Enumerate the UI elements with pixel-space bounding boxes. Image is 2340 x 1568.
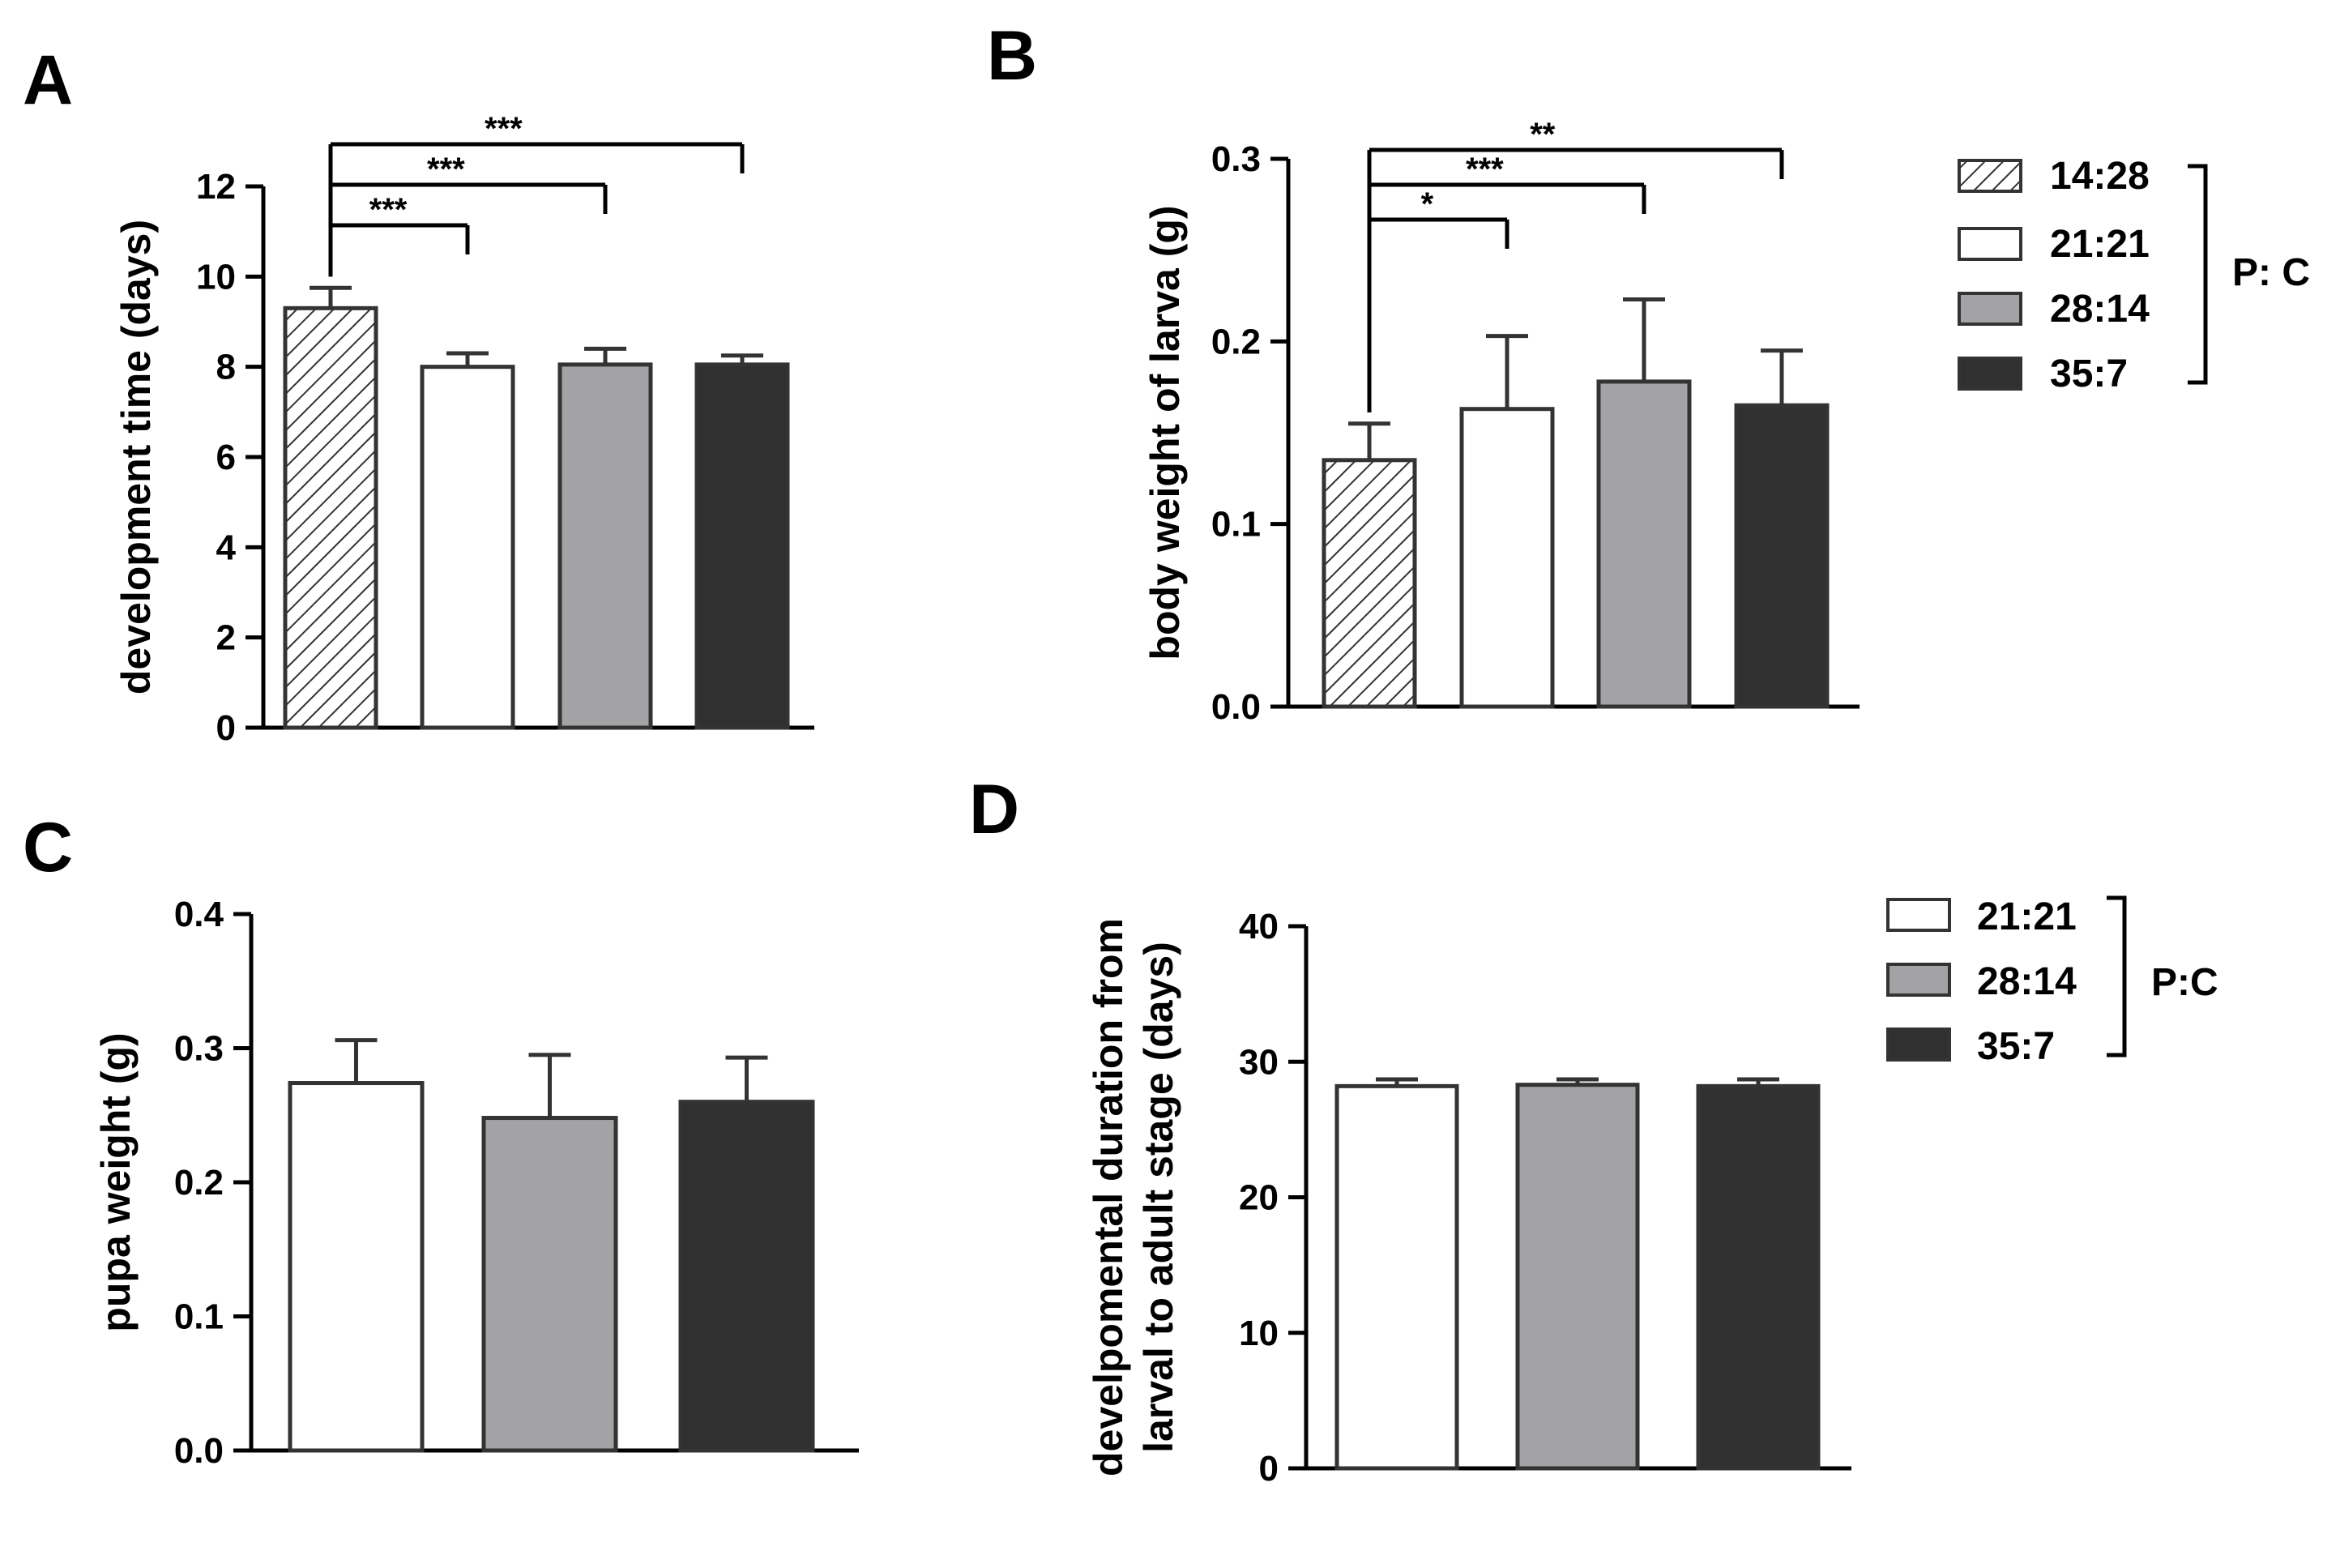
panel-letter-b: B xyxy=(987,17,1037,95)
legend-top: 14:28 21:21 28:14 35:7 P: C xyxy=(1958,155,2310,395)
y-tick-label: 0.0 xyxy=(174,1431,224,1471)
bar-28-14 xyxy=(1596,379,1692,709)
y-tick-label: 4 xyxy=(216,528,237,567)
y-tick-label: 0.2 xyxy=(1211,322,1261,361)
significance-label: *** xyxy=(369,192,408,228)
legend-bracket-label: P: C xyxy=(2232,251,2310,294)
y-tick-label: 6 xyxy=(216,438,236,477)
significance-label: *** xyxy=(485,111,523,147)
bar-21-21 xyxy=(288,1081,425,1453)
y-tick-label: 12 xyxy=(196,167,236,207)
bar-35-7 xyxy=(1696,1083,1821,1471)
y-axis-title-line: develpomental duration from xyxy=(1086,918,1131,1476)
y-tick-label: 40 xyxy=(1239,907,1279,946)
y-tick-label: 0.3 xyxy=(1211,139,1261,179)
y-axis-title: pupa weight (g) xyxy=(93,1032,139,1331)
significance-label: * xyxy=(1421,186,1434,222)
y-tick-label: 8 xyxy=(216,348,236,387)
legend-label: 28:14 xyxy=(2050,288,2150,331)
bar-21-21 xyxy=(1334,1083,1459,1471)
legend-swatch-21-21 xyxy=(1958,227,2022,261)
legend-label: 21:21 xyxy=(1977,895,2077,938)
y-axis-title-line: larval to adult stage (days) xyxy=(1136,942,1181,1453)
y-tick-label: 0.1 xyxy=(174,1297,224,1337)
legend-swatch-35-7 xyxy=(1886,1028,1951,1062)
legend-bracket-label: P:C xyxy=(2151,961,2218,1004)
legend-bracket xyxy=(2107,895,2127,1057)
legend-label: 35:7 xyxy=(2050,352,2128,395)
chart-panel-d: 0 10 20 30 40 develpomental duration from larv… xyxy=(1086,907,1851,1489)
bar-35-7 xyxy=(694,362,790,730)
bar-35-7 xyxy=(1734,403,1830,709)
bar-14-28 xyxy=(283,305,378,730)
bar-35-7 xyxy=(678,1100,815,1453)
legend-swatch-28-14 xyxy=(1886,963,1951,997)
significance-label: *** xyxy=(427,152,465,187)
bar-21-21 xyxy=(1459,407,1555,709)
y-tick-label: 0.2 xyxy=(174,1163,224,1203)
chart-panel-a: 0 2 4 6 8 10 12 development time (days) *** *** **… xyxy=(113,111,814,748)
y-tick-label: 20 xyxy=(1239,1178,1279,1218)
significance-label: *** xyxy=(1466,152,1504,187)
y-axis-title: body weight of larva (g) xyxy=(1142,205,1188,660)
y-tick-label: 0 xyxy=(216,708,236,748)
legend-label: 21:21 xyxy=(2050,223,2150,266)
legend-bottom: 21:21 28:14 35:7 P:C xyxy=(1886,895,2218,1068)
legend-swatch-35-7 xyxy=(1958,357,2022,391)
y-tick-label: 0.1 xyxy=(1211,505,1261,545)
y-tick-label: 10 xyxy=(196,257,236,297)
bar-28-14 xyxy=(1515,1083,1640,1471)
y-tick-label: 2 xyxy=(216,618,236,658)
y-axis-title: development time (days) xyxy=(113,220,159,694)
panel-letter-d: D xyxy=(969,771,1019,848)
bar-28-14 xyxy=(481,1116,618,1453)
bar-14-28 xyxy=(1322,458,1417,709)
legend-swatch-14-28 xyxy=(1958,159,2022,193)
legend-swatch-21-21 xyxy=(1886,898,1951,932)
bar-28-14 xyxy=(557,362,653,730)
legend-bracket xyxy=(2188,164,2208,385)
y-tick-label: 0.3 xyxy=(174,1029,224,1069)
panel-letter-c: C xyxy=(23,809,73,887)
legend-label: 35:7 xyxy=(1977,1025,2055,1068)
y-tick-label: 10 xyxy=(1239,1314,1279,1353)
y-tick-label: 0 xyxy=(1259,1449,1279,1489)
chart-panel-c: 0.0 0.1 0.2 0.3 0.4 pupa weight (g) xyxy=(93,895,859,1471)
bar-21-21 xyxy=(420,365,515,730)
legend-swatch-28-14 xyxy=(1958,292,2022,326)
legend-label: 28:14 xyxy=(1977,960,2077,1003)
y-tick-label: 30 xyxy=(1239,1042,1279,1082)
panel-letter-a: A xyxy=(23,41,73,119)
y-tick-label: 0.0 xyxy=(1211,687,1261,727)
y-tick-label: 0.4 xyxy=(174,895,224,934)
significance-label: ** xyxy=(1530,117,1556,152)
legend-label: 14:28 xyxy=(2050,155,2150,198)
